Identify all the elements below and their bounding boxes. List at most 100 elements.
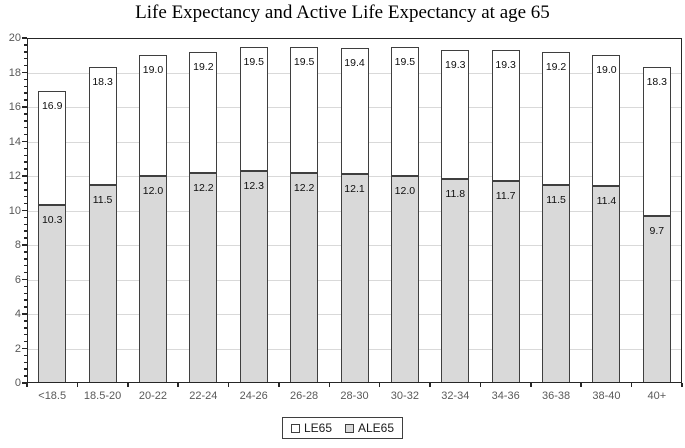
data-label-ale65: 11.5 [92, 193, 113, 206]
y-tick-minor [24, 64, 27, 67]
y-tick-minor [24, 57, 27, 60]
y-tick-major [22, 313, 27, 315]
legend-label-ale65: ALE65 [358, 421, 395, 435]
data-label-ale65: 11.5 [546, 193, 566, 206]
data-label-ale65: 11.7 [495, 190, 516, 203]
y-tick-minor [24, 230, 27, 232]
y-tick-minor [24, 223, 27, 226]
x-tick [328, 383, 331, 387]
data-label-le65: 18.3 [92, 76, 113, 89]
x-tick [630, 383, 633, 387]
y-tick-minor [24, 161, 27, 163]
bar-ale65-segment [88, 184, 117, 383]
data-label-le65: 19.5 [293, 55, 315, 68]
legend-swatch-le65-icon [290, 423, 300, 433]
y-tick-label: 10 [8, 204, 21, 217]
bar-le65-segment [542, 51, 571, 185]
data-label-ale65: 11.8 [445, 188, 466, 201]
chart-title: Life Expectancy and Active Life Expectan… [135, 2, 550, 23]
y-tick-minor [24, 216, 27, 219]
bar-le65-segment [38, 91, 67, 206]
x-tick-label: 24-26 [239, 390, 268, 402]
y-tick-minor [24, 361, 27, 364]
data-label-le65: 19.2 [193, 60, 214, 73]
y-tick-minor [24, 237, 27, 239]
y-tick-minor [24, 126, 27, 129]
y-tick-minor [24, 99, 27, 101]
y-tick-minor [24, 168, 27, 170]
x-tick [580, 383, 582, 387]
bar-ale65-segment [491, 181, 520, 383]
y-tick-label: 20 [8, 32, 21, 44]
data-label-ale65: 12.1 [344, 183, 365, 196]
y-tick-minor [24, 320, 27, 322]
y-tick-minor [24, 51, 27, 53]
x-tick [479, 383, 482, 387]
y-tick-major [22, 278, 27, 281]
y-tick-major [22, 244, 27, 246]
x-tick [378, 383, 381, 387]
x-tick-label: 36-38 [541, 390, 571, 402]
bar-le65-segment [340, 48, 369, 175]
y-tick-minor [24, 195, 27, 198]
bar-ale65-segment [642, 215, 671, 383]
x-tick-label: 34-36 [491, 390, 520, 402]
y-tick-minor [24, 271, 27, 274]
y-tick-minor [24, 92, 27, 94]
x-tick-label: 22-24 [189, 390, 218, 402]
x-tick [278, 383, 280, 387]
y-tick-label: 8 [14, 239, 21, 251]
y-tick-minor [24, 147, 27, 150]
bar-ale65-segment [340, 174, 369, 383]
x-tick-label: 20-22 [138, 390, 168, 402]
data-label-ale65: 12.0 [142, 185, 164, 197]
bar-le65-segment [592, 55, 621, 187]
y-tick-minor [24, 120, 27, 122]
y-tick-minor [24, 251, 27, 253]
data-label-le65: 19.5 [243, 55, 264, 68]
data-label-ale65: 12.0 [394, 185, 416, 197]
bar-ale65-segment [592, 186, 621, 383]
data-label-ale65: 10.3 [41, 214, 63, 227]
x-tick-label: 26-28 [290, 390, 319, 402]
y-tick-minor [24, 182, 27, 184]
y-tick-minor [24, 354, 27, 357]
x-tick [177, 383, 179, 387]
bar-le65-segment [642, 67, 671, 216]
data-label-le65: 18.3 [646, 76, 668, 89]
bar-le65-segment [290, 46, 319, 173]
data-label-ale65: 9.7 [649, 224, 665, 237]
x-tick [530, 383, 532, 387]
bar-ale65-segment [441, 179, 470, 383]
y-tick-minor [24, 292, 27, 295]
x-tick [127, 383, 129, 387]
y-tick-minor [24, 333, 27, 336]
data-label-ale65: 12.2 [193, 181, 214, 194]
y-tick-label: 12 [8, 170, 21, 182]
x-tick [429, 383, 431, 387]
x-tick-label: 28-30 [340, 390, 369, 402]
y-tick-label: 0 [14, 377, 21, 389]
data-label-le65: 19.2 [545, 60, 567, 73]
y-tick-major [22, 347, 27, 350]
y-tick-major [22, 175, 27, 177]
bar-ale65-segment [138, 176, 167, 383]
y-tick-minor [24, 340, 27, 343]
y-tick-minor [24, 306, 27, 308]
data-label-le65: 19.0 [142, 64, 164, 77]
y-tick-minor [24, 299, 27, 301]
data-label-ale65: 12.3 [243, 179, 264, 192]
x-tick-label: 18.5-20 [83, 390, 122, 402]
y-tick-minor [24, 327, 27, 329]
x-tick [76, 383, 79, 387]
y-tick-major [22, 37, 27, 39]
y-tick-minor [24, 154, 27, 157]
bar-le65-segment [441, 50, 470, 180]
y-tick-minor [24, 44, 27, 46]
y-tick-minor [24, 264, 27, 267]
y-tick-label: 16 [8, 101, 21, 113]
y-tick-major [22, 71, 27, 74]
y-tick-minor [24, 133, 27, 136]
x-tick [681, 383, 683, 387]
